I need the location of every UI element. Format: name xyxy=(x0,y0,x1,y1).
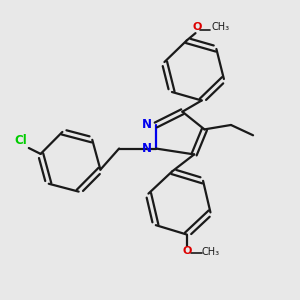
Text: O: O xyxy=(192,22,202,32)
Text: Cl: Cl xyxy=(15,134,27,146)
Text: N: N xyxy=(142,118,152,131)
Text: N: N xyxy=(142,142,152,155)
Text: CH₃: CH₃ xyxy=(202,247,220,257)
Text: CH₃: CH₃ xyxy=(212,22,230,32)
Text: O: O xyxy=(182,246,191,256)
